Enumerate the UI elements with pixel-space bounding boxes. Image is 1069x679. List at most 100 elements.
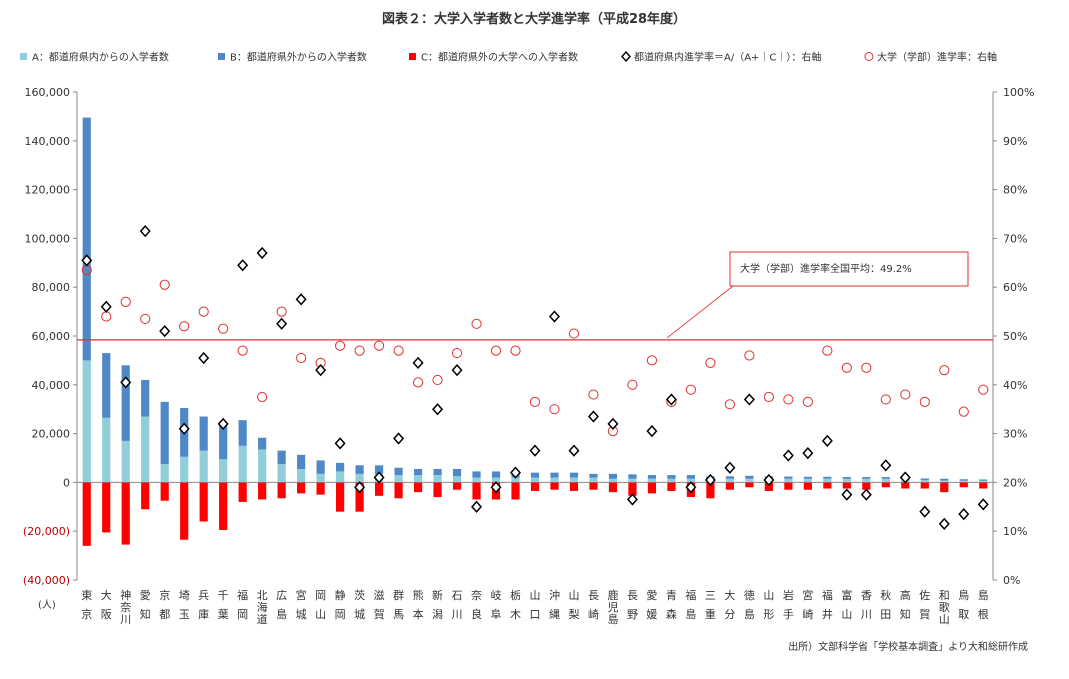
category-label: 秋田 <box>880 588 891 621</box>
bar-B <box>959 479 968 481</box>
point-D <box>568 444 580 457</box>
legend-label-D: 都道府県内進学率＝A/（A+｜C｜）：右軸 <box>634 51 821 64</box>
bar-A <box>959 480 968 483</box>
bar-A <box>784 478 793 483</box>
point-E <box>159 279 170 290</box>
point-E <box>939 365 950 376</box>
bar-A <box>258 449 267 483</box>
right-tick-label: 0% <box>1003 574 1020 587</box>
bar-C <box>803 482 812 490</box>
bar-C <box>920 482 929 489</box>
bar-C <box>745 482 754 488</box>
point-E <box>919 396 930 407</box>
bar-C <box>277 482 286 499</box>
bar-B <box>979 479 988 481</box>
point-E <box>744 350 755 361</box>
left-tick-label: (40,000) <box>23 574 70 587</box>
point-D <box>763 473 775 487</box>
point-D <box>821 434 833 448</box>
bar-B <box>803 476 812 479</box>
point-E <box>763 391 774 403</box>
left-tick-label: 100,000 <box>25 232 71 245</box>
bar-C <box>121 482 130 545</box>
category-label: 青森 <box>666 589 677 621</box>
bar-B <box>940 478 949 481</box>
annotation-text: 大学（学部）進学率全国平均：49.2% <box>740 262 912 275</box>
bar-B <box>920 478 929 480</box>
bar-B <box>316 460 325 474</box>
legend-swatch-C <box>409 53 416 60</box>
point-D <box>899 471 911 484</box>
bar-B <box>647 475 657 479</box>
category-label: 静岡 <box>335 588 346 621</box>
average-line-group: 大学（学部）進学率全国平均：49.2% <box>77 251 993 341</box>
category-label: 栃木 <box>510 588 521 621</box>
bar-C <box>336 482 345 512</box>
category-label: 鹿児島 <box>607 588 618 626</box>
left-tick-label: (20,000) <box>23 525 70 538</box>
category-label: 茨城 <box>354 588 365 621</box>
bar-B <box>452 468 462 477</box>
category-label: 大阪 <box>101 588 112 621</box>
category-label: 京都 <box>159 588 170 621</box>
bar-C <box>667 482 676 491</box>
point-E <box>822 345 833 356</box>
category-label: 和歌山 <box>939 589 950 626</box>
bar-A <box>472 477 481 483</box>
right-tick-label: 80% <box>1003 184 1027 197</box>
category-label: 福井 <box>822 588 833 621</box>
point-D <box>529 444 541 457</box>
legend-swatch-B <box>218 53 225 60</box>
bar-B <box>355 465 364 474</box>
bar-A <box>511 477 520 483</box>
bar-A <box>940 480 949 483</box>
bar-C <box>511 482 520 500</box>
category-label: 愛媛 <box>646 589 657 621</box>
point-D <box>607 417 619 430</box>
bar-B <box>102 353 111 418</box>
bar-A <box>569 477 579 483</box>
point-D <box>198 351 210 365</box>
bars <box>82 117 988 546</box>
category-label: 岩手 <box>783 588 794 621</box>
category-label: 滋賀 <box>374 589 385 621</box>
bar-C <box>258 482 267 500</box>
category-label: 愛知 <box>140 589 151 621</box>
legend-label-B: B：都道府県外からの入学者数 <box>230 51 367 64</box>
category-label: 福島 <box>685 588 696 621</box>
bar-C <box>959 482 968 488</box>
bar-C <box>316 482 325 495</box>
point-E <box>432 374 443 386</box>
point-D <box>159 324 171 338</box>
point-D <box>412 356 424 369</box>
category-label: 岐阜 <box>491 589 502 621</box>
category-label: 神奈川 <box>120 588 131 626</box>
category-label: 群馬 <box>393 588 404 621</box>
left-tick-label: 60,000 <box>32 330 71 343</box>
bar-C <box>628 482 637 496</box>
bar-A <box>823 478 832 483</box>
bar-A <box>355 473 364 483</box>
category-labels: 東京大阪神奈川愛知京都埼玉兵庫千葉福岡北海道広島宮城岡山静岡茨城滋賀群馬熊本新潟… <box>81 588 989 626</box>
bar-B <box>121 365 130 441</box>
point-E <box>861 362 872 373</box>
point-D <box>237 259 249 272</box>
bar-C <box>530 482 540 491</box>
category-label: 宮崎 <box>802 588 813 621</box>
bar-A <box>881 478 890 483</box>
source-note: 出所）文部科学省「学校基本調査」より大和総研作成 <box>788 640 1028 653</box>
bar-A <box>394 475 403 483</box>
legend: A：都道府県内からの入学者数 B：都道府県外からの入学者数 C：都道府県外の大学への… <box>20 51 997 64</box>
category-label: 新潟 <box>432 588 443 621</box>
point-D <box>139 224 151 238</box>
point-D <box>471 500 483 513</box>
bar-B <box>413 468 423 476</box>
category-label: 島根 <box>978 588 989 621</box>
bar-A <box>82 360 91 483</box>
point-E <box>549 404 560 415</box>
point-E <box>120 296 131 307</box>
bar-A <box>238 445 247 483</box>
bar-C <box>82 482 91 546</box>
bar-A <box>199 450 208 483</box>
